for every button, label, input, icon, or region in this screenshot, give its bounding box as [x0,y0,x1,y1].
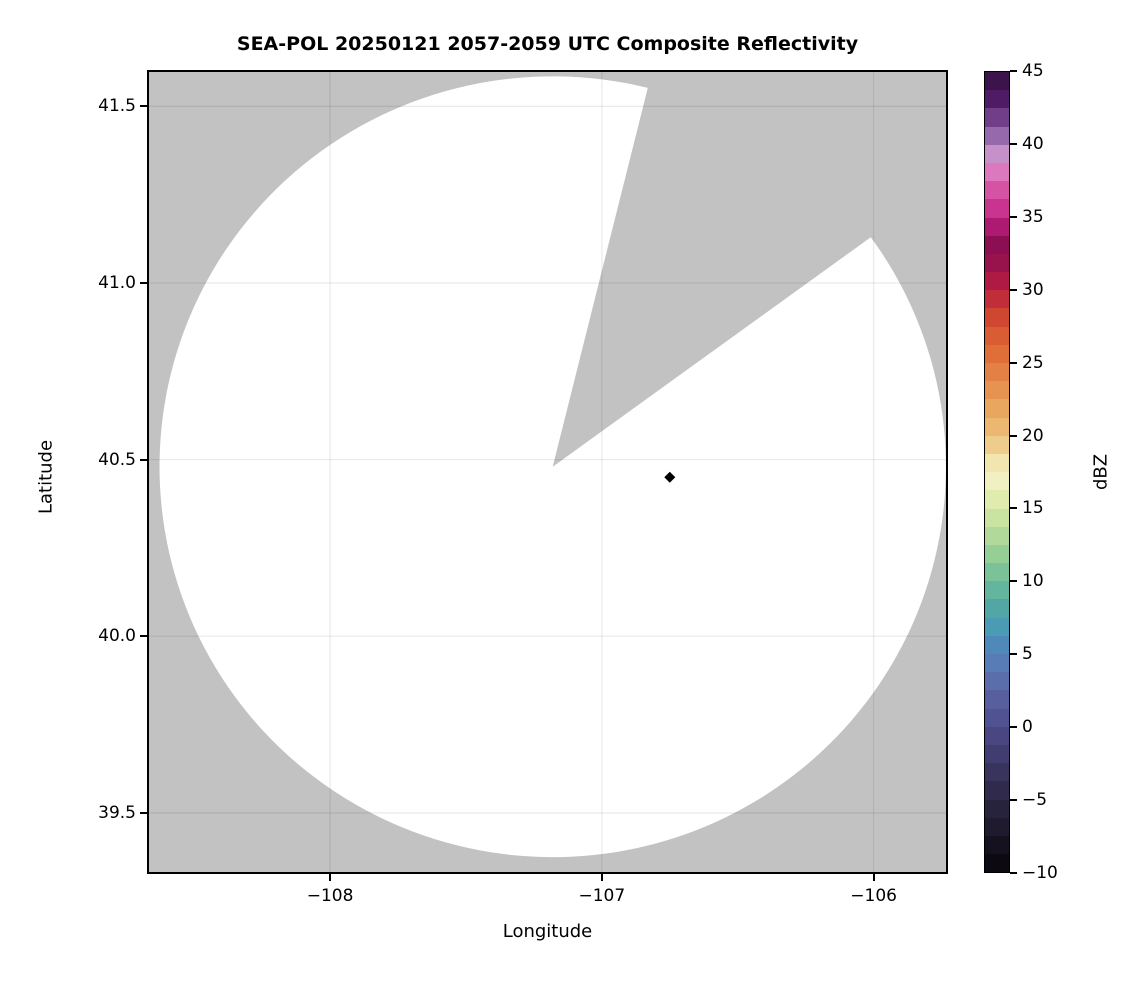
y-tick-label: 40.0 [98,626,136,647]
colorbar-tick-mark [1010,580,1017,583]
colorbar-tick-label: 20 [1022,425,1044,446]
colorbar-band [985,235,1009,254]
colorbar-tick-label: 30 [1022,279,1044,300]
y-tick-mark [140,811,148,814]
colorbar-band [985,435,1009,454]
colorbar-tick-mark [1010,872,1017,874]
colorbar-band [985,708,1009,727]
colorbar-tick-mark [1010,70,1017,72]
colorbar-band [985,217,1009,236]
colorbar-band [985,599,1009,618]
colorbar-tick-mark [1010,215,1017,218]
colorbar-band [985,290,1009,309]
site-diamond-marker [664,471,676,483]
colorbar-band [985,126,1009,145]
colorbar-tick-label: 5 [1022,644,1033,665]
colorbar-tick-mark [1010,726,1017,729]
colorbar-band [985,308,1009,327]
colorbar-band [985,326,1009,345]
colorbar-tick-mark [1010,799,1017,802]
y-tick-label: 39.5 [98,802,136,823]
radar-field-svg [148,71,947,873]
colorbar-band [985,72,1009,91]
y-tick-label: 41.0 [98,272,136,293]
x-tick-mark [600,873,603,881]
colorbar-band [985,417,1009,436]
colorbar-tick-label: 45 [1022,61,1044,81]
colorbar-band [985,272,1009,291]
y-tick-mark [140,458,148,461]
colorbar-band [985,490,1009,509]
colorbar-band [985,581,1009,600]
x-tick-mark [329,873,332,881]
colorbar-band [985,199,1009,218]
colorbar-band [985,144,1009,163]
colorbar-band [985,654,1009,673]
colorbar-tick-mark [1010,434,1017,437]
colorbar-band [985,672,1009,691]
x-tick-label: −108 [306,886,354,906]
colorbar-band [985,399,1009,418]
colorbar-band [985,381,1009,400]
colorbar-tick-label: 10 [1022,571,1044,592]
chart-title: SEA-POL 20250121 2057-2059 UTC Composite… [236,33,859,55]
y-tick-mark [140,635,148,638]
colorbar-tick-label: −10 [1022,863,1058,883]
colorbar-tick-mark [1010,507,1017,510]
colorbar-tick-label: 35 [1022,206,1044,227]
x-tick-label: −107 [578,886,626,906]
colorbar-tick-label: 40 [1022,133,1044,154]
x-axis-label: Longitude [502,921,593,942]
colorbar-band [985,544,1009,564]
y-tick-label: 41.5 [98,96,136,117]
colorbar-band [985,690,1009,709]
colorbar-band [985,508,1009,527]
colorbar-band [985,253,1009,273]
x-tick-label: −106 [850,886,897,906]
colorbar-label: dBZ [1090,453,1112,491]
colorbar-band [985,472,1009,491]
colorbar-band [985,817,1009,836]
colorbar-tick-label: 0 [1022,717,1033,738]
colorbar-band [985,563,1009,582]
colorbar-band [985,726,1009,745]
colorbar-tick-mark [1010,361,1017,364]
radar-coverage-area [159,76,946,858]
colorbar-band [985,162,1009,182]
colorbar-band [985,763,1009,782]
colorbar-band [985,744,1009,764]
colorbar-tick-mark [1010,288,1017,291]
x-tick-mark [872,873,875,881]
colorbar-tick-label: 15 [1022,498,1044,519]
colorbar-band [985,835,1009,855]
colorbar-tick-label: −5 [1022,790,1048,811]
colorbar-band [985,108,1009,127]
colorbar-band [985,799,1009,818]
colorbar-band [985,453,1009,473]
colorbar-band [985,781,1009,800]
colorbar-tick-label: 25 [1022,352,1044,373]
colorbar-tick-mark [1010,653,1017,656]
colorbar-band [985,635,1009,654]
colorbar-band [985,344,1009,363]
y-tick-label: 40.5 [98,449,136,470]
y-tick-mark [140,105,148,108]
colorbar-band [985,854,1009,873]
colorbar-tick-mark [1010,142,1017,145]
y-tick-mark [140,281,148,284]
colorbar-band [985,90,1009,109]
colorbar-band [985,617,1009,636]
colorbar-band [985,181,1009,200]
y-axis-label: Latitude [35,439,57,515]
colorbar-band [985,526,1009,545]
colorbar-band [985,363,1009,382]
plot-area [148,71,947,873]
colorbar [984,71,1010,873]
